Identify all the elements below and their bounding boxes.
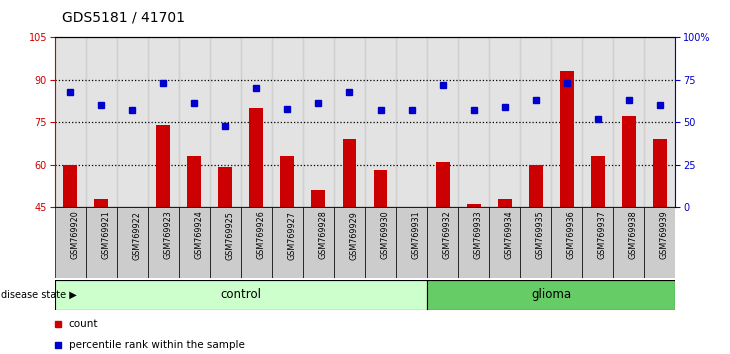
- Text: GSM769926: GSM769926: [256, 211, 266, 259]
- Bar: [622, 116, 636, 207]
- Text: GSM769938: GSM769938: [629, 211, 638, 259]
- Text: GSM769928: GSM769928: [318, 211, 328, 259]
- Bar: [489, 207, 520, 278]
- Bar: [520, 37, 551, 207]
- Bar: [498, 199, 512, 207]
- Text: GSM769923: GSM769923: [164, 211, 172, 259]
- Bar: [210, 37, 241, 207]
- Bar: [551, 37, 583, 207]
- Bar: [560, 71, 574, 207]
- Bar: [374, 170, 388, 207]
- Bar: [179, 207, 210, 278]
- Bar: [466, 204, 480, 207]
- Bar: [427, 37, 458, 207]
- Text: GSM769920: GSM769920: [70, 211, 80, 259]
- Bar: [396, 37, 427, 207]
- Bar: [86, 207, 117, 278]
- Bar: [645, 37, 675, 207]
- Text: GSM769939: GSM769939: [660, 211, 669, 259]
- Bar: [436, 162, 450, 207]
- Bar: [334, 37, 365, 207]
- Bar: [241, 207, 272, 278]
- Bar: [210, 207, 241, 278]
- Bar: [427, 280, 675, 310]
- Bar: [529, 165, 542, 207]
- Bar: [458, 207, 489, 278]
- Bar: [303, 207, 334, 278]
- Bar: [55, 37, 86, 207]
- Bar: [645, 207, 675, 278]
- Bar: [55, 207, 86, 278]
- Bar: [489, 37, 520, 207]
- Text: GSM769935: GSM769935: [536, 211, 545, 259]
- Bar: [312, 190, 326, 207]
- Text: percentile rank within the sample: percentile rank within the sample: [69, 340, 245, 350]
- Bar: [396, 207, 427, 278]
- Text: GSM769925: GSM769925: [226, 211, 234, 259]
- Text: GSM769936: GSM769936: [566, 211, 576, 259]
- Text: count: count: [69, 319, 99, 329]
- Text: GSM769934: GSM769934: [504, 211, 514, 259]
- Text: GSM769929: GSM769929: [350, 211, 358, 259]
- Bar: [551, 207, 583, 278]
- Bar: [303, 37, 334, 207]
- Bar: [241, 37, 272, 207]
- Text: GSM769924: GSM769924: [194, 211, 204, 259]
- Bar: [250, 108, 264, 207]
- Bar: [583, 37, 613, 207]
- Text: GSM769922: GSM769922: [132, 211, 142, 259]
- Bar: [147, 37, 179, 207]
- Bar: [365, 37, 396, 207]
- Bar: [520, 207, 551, 278]
- Text: glioma: glioma: [531, 288, 571, 301]
- Bar: [117, 207, 147, 278]
- Bar: [342, 139, 356, 207]
- Text: disease state ▶: disease state ▶: [1, 290, 77, 300]
- Bar: [147, 207, 179, 278]
- Bar: [365, 207, 396, 278]
- Bar: [427, 207, 458, 278]
- Text: control: control: [220, 288, 261, 301]
- Bar: [179, 37, 210, 207]
- Text: GSM769927: GSM769927: [288, 211, 296, 259]
- Bar: [64, 165, 77, 207]
- Text: GSM769921: GSM769921: [101, 211, 110, 259]
- Bar: [272, 207, 303, 278]
- Bar: [653, 139, 666, 207]
- Bar: [613, 207, 645, 278]
- Bar: [334, 207, 365, 278]
- Bar: [156, 125, 170, 207]
- Text: GSM769930: GSM769930: [380, 211, 390, 259]
- Bar: [117, 37, 147, 207]
- Text: GSM769933: GSM769933: [474, 211, 483, 259]
- Text: GSM769937: GSM769937: [598, 211, 607, 259]
- Bar: [591, 156, 604, 207]
- Bar: [218, 167, 232, 207]
- Bar: [458, 37, 489, 207]
- Bar: [272, 37, 303, 207]
- Text: GDS5181 / 41701: GDS5181 / 41701: [62, 11, 185, 25]
- Bar: [55, 280, 427, 310]
- Bar: [613, 37, 645, 207]
- Text: GSM769932: GSM769932: [442, 211, 452, 259]
- Bar: [86, 37, 117, 207]
- Bar: [583, 207, 613, 278]
- Bar: [188, 156, 201, 207]
- Text: GSM769931: GSM769931: [412, 211, 420, 259]
- Bar: [94, 199, 108, 207]
- Bar: [280, 156, 294, 207]
